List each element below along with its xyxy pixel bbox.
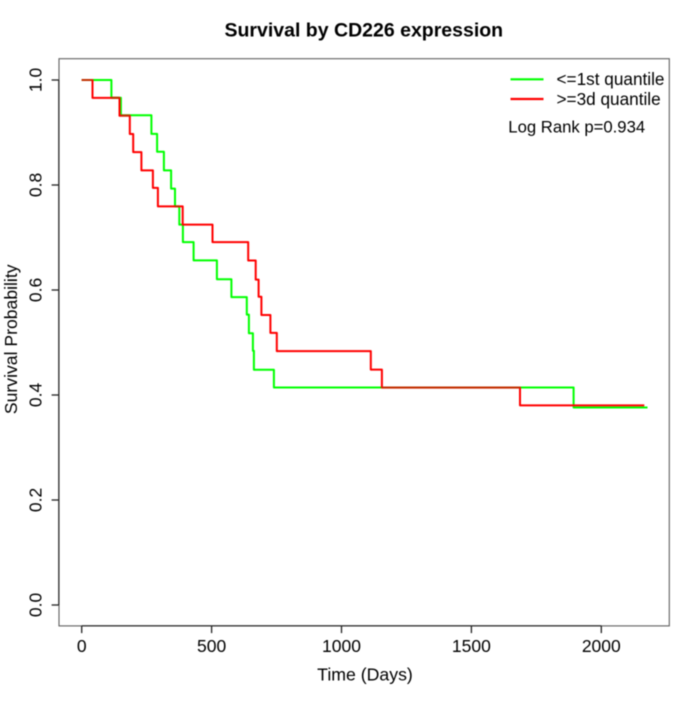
svg-text:0: 0: [77, 636, 87, 656]
svg-text:1.0: 1.0: [26, 68, 46, 93]
svg-text:1500: 1500: [452, 636, 491, 656]
svg-text:Survival Probability: Survival Probability: [1, 264, 21, 414]
svg-text:Log Rank p=0.934: Log Rank p=0.934: [508, 118, 645, 137]
svg-text:<=1st quantile: <=1st quantile: [557, 69, 665, 89]
svg-text:1000: 1000: [322, 636, 361, 656]
svg-text:0.4: 0.4: [26, 383, 46, 408]
svg-text:0.0: 0.0: [26, 593, 46, 618]
svg-text:Survival by CD226 expression: Survival by CD226 expression: [225, 19, 504, 41]
svg-text:Time (Days): Time (Days): [317, 665, 413, 685]
svg-text:0.2: 0.2: [26, 488, 46, 512]
svg-text:>=3d quantile: >=3d quantile: [557, 89, 661, 109]
svg-text:0.6: 0.6: [26, 278, 46, 302]
svg-text:2000: 2000: [582, 636, 621, 656]
svg-text:0.8: 0.8: [26, 173, 46, 197]
svg-text:500: 500: [197, 636, 226, 656]
